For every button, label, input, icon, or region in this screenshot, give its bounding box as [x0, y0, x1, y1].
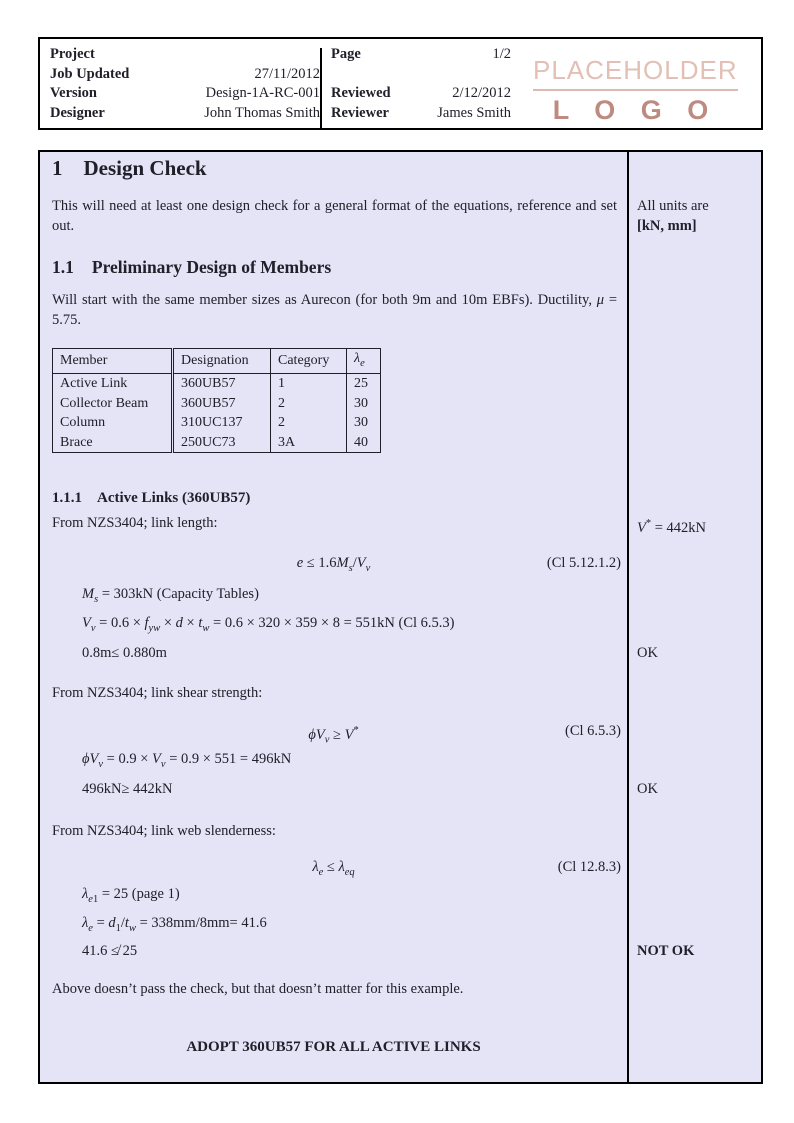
members-paragraph: Will start with the same member sizes as…	[52, 292, 618, 328]
logo-wordmark-bottom: L O G O	[552, 95, 718, 125]
line-slenderness-intro: From NZS3404; link web slenderness:	[52, 823, 276, 839]
table-row: Active Link 360UB57 1 25	[52, 373, 381, 394]
intro-paragraph: This will need at least one design check…	[52, 198, 617, 234]
version-label: Version	[50, 85, 97, 101]
line-link-length-intro: From NZS3404; link length:	[52, 515, 218, 531]
sidebar-divider	[627, 152, 629, 1082]
subsection-number: 1.1	[52, 257, 74, 277]
status-sidebar: All units are [kN, mm] V* = 442kN OK OK NOT O…	[629, 152, 761, 1082]
table-cell: 30	[346, 393, 381, 414]
table-cell: 1	[270, 373, 347, 394]
header-row-project: Project	[50, 45, 320, 65]
section-heading-preliminary-design: 1.1 Preliminary Design of Members	[52, 257, 331, 278]
header-row-reviewer: Reviewer James Smith	[331, 104, 511, 124]
line-lambda-e1: λe1 = 25 (page 1)	[82, 886, 180, 905]
table-header-cell: Designation	[172, 348, 271, 375]
status-ok-shear: OK	[637, 781, 658, 797]
table-cell: 2	[270, 413, 347, 433]
placeholder-logo: PLACEHOLDER L O G O	[533, 55, 738, 126]
project-label: Project	[50, 46, 95, 62]
section-title: Design Check	[83, 156, 207, 180]
table-cell: 25	[346, 373, 381, 394]
table-cell: Column	[52, 413, 174, 433]
status-not-ok-slenderness: NOT OK	[637, 943, 695, 959]
table-cell: 360UB57	[172, 373, 271, 394]
table-cell: 310UC137	[172, 413, 271, 433]
table-header-cell: Member	[52, 348, 174, 375]
page-label: Page	[331, 46, 361, 62]
header-divider	[320, 48, 322, 128]
page-value: 1/2	[492, 46, 511, 62]
clause-reference: (Cl 5.12.1.2)	[546, 555, 621, 571]
designer-label: Designer	[50, 104, 105, 121]
check-link-length: 0.8m≤ 0.880m	[82, 645, 167, 661]
table-row: Collector Beam 360UB57 2 30	[52, 393, 381, 414]
table-cell: 360UB57	[172, 393, 271, 414]
equation-link-length: e ≤ 1.6Ms/Vv (Cl 5.12.1.2)	[296, 555, 621, 574]
table-row: Column 310UC137 2 30	[52, 413, 381, 433]
table-cell: 3A	[270, 432, 347, 453]
table-cell: Brace	[52, 432, 174, 453]
equation-slenderness: λe ≤ λeq (Cl 12.8.3)	[312, 859, 621, 878]
job-updated-value: 27/11/2012	[254, 65, 320, 82]
table-cell: Active Link	[52, 373, 174, 394]
line-vv-calc: Vv = 0.6 × fyw × d × tw = 0.6 × 320 × 35…	[82, 615, 455, 634]
reviewed-value: 2/12/2012	[452, 85, 511, 101]
designer-value: John Thomas Smith	[204, 104, 320, 121]
check-shear: 496kN≥ 442kN	[82, 781, 173, 797]
table-cell: 250UC73	[172, 432, 271, 453]
header-info-box: Project Job Updated 27/11/2012 Version D…	[38, 37, 763, 130]
header-row-reviewed: Reviewed 2/12/2012	[331, 84, 511, 104]
table-header-cell: Category	[270, 348, 347, 375]
members-table: Member Designation Category λe Active Link 3…	[52, 348, 381, 454]
line-shear-intro: From NZS3404; link shear strength:	[52, 685, 263, 701]
check-slenderness: 41.6 ≰ 25	[82, 943, 138, 959]
table-header-cell: λe	[346, 348, 381, 375]
line-phi-vv-calc: ϕVv = 0.9 × Vv = 0.9 × 551 = 496kN	[82, 751, 292, 770]
clause-reference: (Cl 6.5.3)	[565, 723, 621, 739]
header-row-page: Page 1/2	[331, 45, 511, 65]
reviewed-label: Reviewed	[331, 85, 391, 101]
job-updated-label: Job Updated	[50, 65, 130, 82]
reviewer-label: Reviewer	[331, 104, 389, 121]
section-number: 1	[52, 156, 63, 180]
status-ok-link-length: OK	[637, 645, 658, 661]
subsection-number: 1.1.1	[52, 490, 82, 506]
table-row: Brace 250UC73 3A 40	[52, 432, 381, 453]
clause-reference: (Cl 12.8.3)	[557, 859, 621, 875]
sidebar-note-units: All units are [kN, mm]	[637, 198, 709, 234]
header-row-designer: Designer John Thomas Smith	[50, 104, 320, 124]
line-lambda-e-calc: λe = d1/tw = 338mm/8mm= 41.6	[82, 915, 267, 934]
subsection-title: Active Links (360UB57)	[97, 490, 251, 506]
note-paragraph: Above doesn’t pass the check, but that d…	[52, 981, 464, 997]
subsection-title: Preliminary Design of Members	[91, 257, 332, 277]
table-cell: 2	[270, 393, 347, 414]
table-cell: 40	[346, 432, 381, 453]
adopt-statement: ADOPT 360UB57 FOR ALL ACTIVE LINKS	[186, 1039, 481, 1055]
section-heading-design-check: 1 Design Check	[52, 156, 207, 181]
content-column: 1 Design Check This will need at least on…	[40, 152, 627, 1082]
line-ms-value: Ms = 303kN (Capacity Tables)	[82, 586, 259, 605]
table-cell: 30	[346, 413, 381, 433]
equation-shear: ϕVv ≥ V* (Cl 6.5.3)	[308, 723, 621, 746]
header-row-job-updated: Job Updated 27/11/2012	[50, 65, 320, 85]
table-cell: Collector Beam	[52, 393, 174, 414]
reviewer-value: James Smith	[437, 104, 511, 121]
logo-wordmark-top: PLACEHOLDER	[533, 55, 738, 91]
subsection-heading-active-links: 1.1.1 Active Links (360UB57)	[52, 489, 615, 507]
header-right-column: Page 1/2 Reviewed 2/12/2012 Reviewer Jam…	[331, 45, 511, 123]
table-header-row: Member Designation Category λe	[52, 348, 381, 375]
sidebar-value-vstar: V* = 442kN	[637, 518, 707, 536]
version-value: Design-1A-RC-001	[205, 85, 320, 101]
header-row-empty	[331, 65, 511, 85]
header-row-version: Version Design-1A-RC-001	[50, 84, 320, 104]
design-check-panel: 1 Design Check This will need at least on…	[38, 150, 763, 1084]
header-left-column: Project Job Updated 27/11/2012 Version D…	[50, 45, 320, 123]
